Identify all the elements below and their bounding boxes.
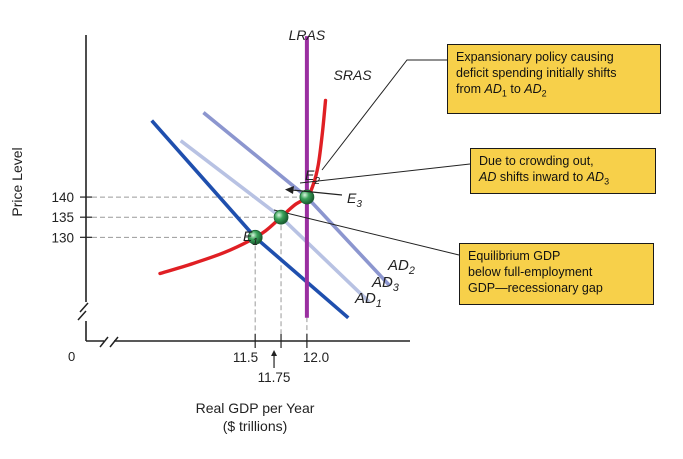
x-axis-title-line-1: ($ trillions) [223, 418, 288, 434]
callout1-line2: deficit spending initially shifts [456, 66, 617, 80]
callout-expansionary-policy: Expansionary policy causing deficit spen… [447, 44, 661, 114]
e3-arrow-shaft [291, 189, 343, 196]
x-tick-label-1: 11.75 [258, 370, 291, 385]
callout1-leader [321, 59, 447, 171]
callout3-line1: Equilibrium GDP [468, 249, 561, 263]
x-tick-1-pointer-head [271, 350, 278, 356]
x-tick-label-2: 12.0 [303, 350, 329, 365]
callout1-sub1: 1 [501, 88, 507, 99]
x-axis-break [99, 336, 119, 348]
equilibrium-point-3 [273, 209, 289, 225]
sras-label: SRAS [334, 67, 373, 83]
callout1-from: from [456, 82, 485, 96]
y-tick-label-2: 140 [51, 190, 74, 205]
equilibrium-label-1: E1 [243, 228, 258, 248]
origin-label: 0 [68, 349, 75, 364]
equilibrium-point-2 [299, 189, 315, 205]
x-tick-label-0: 11.5 [233, 350, 258, 365]
callout2-ad3: AD [586, 170, 605, 184]
callout2-mid: shifts inward to [496, 170, 587, 184]
y-axis-break [77, 302, 89, 321]
y-tick-label-0: 130 [51, 230, 74, 245]
callout2-leader [299, 163, 471, 184]
lras-label: LRAS [289, 27, 326, 43]
callout1-ad1: AD [484, 82, 502, 96]
callout3-line3: GDP—recessionary gap [468, 281, 603, 295]
ad-label-3: AD3 [371, 274, 399, 294]
callout3-leader [273, 209, 460, 256]
y-tick-label-1: 135 [51, 210, 74, 225]
callout3-line2: below full-employment [468, 265, 593, 279]
callout2-ad: AD [479, 170, 497, 184]
equilibrium-label-3: E3 [347, 190, 362, 210]
x-axis-title-line-0: Real GDP per Year [196, 400, 315, 416]
callout1-line3: from AD1 to AD2 [456, 81, 652, 102]
callout1-to: to [506, 82, 525, 96]
sras-curve [158, 98, 328, 276]
callout1-line1: Expansionary policy causing [456, 50, 614, 64]
equilibrium-label-2: E2 [305, 167, 320, 187]
callout1-sub2: 2 [541, 88, 547, 99]
callout1-ad2: AD [524, 82, 542, 96]
y-axis-title: Price Level [9, 147, 25, 216]
callout2-line2: AD shifts inward to AD3 [479, 169, 647, 190]
callout2-line1: Due to crowding out, [479, 154, 594, 168]
callout-recessionary-gap: Equilibrium GDP below full-employment GD… [459, 243, 654, 305]
callout2-sub: 3 [604, 176, 610, 187]
callout-crowding-out: Due to crowding out, AD shifts inward to… [470, 148, 656, 194]
ad-label-1: AD1 [354, 290, 382, 310]
ad-label-2: AD2 [387, 257, 415, 277]
e3-arrow-head [285, 186, 294, 194]
equilibrium-point-1 [247, 229, 263, 245]
